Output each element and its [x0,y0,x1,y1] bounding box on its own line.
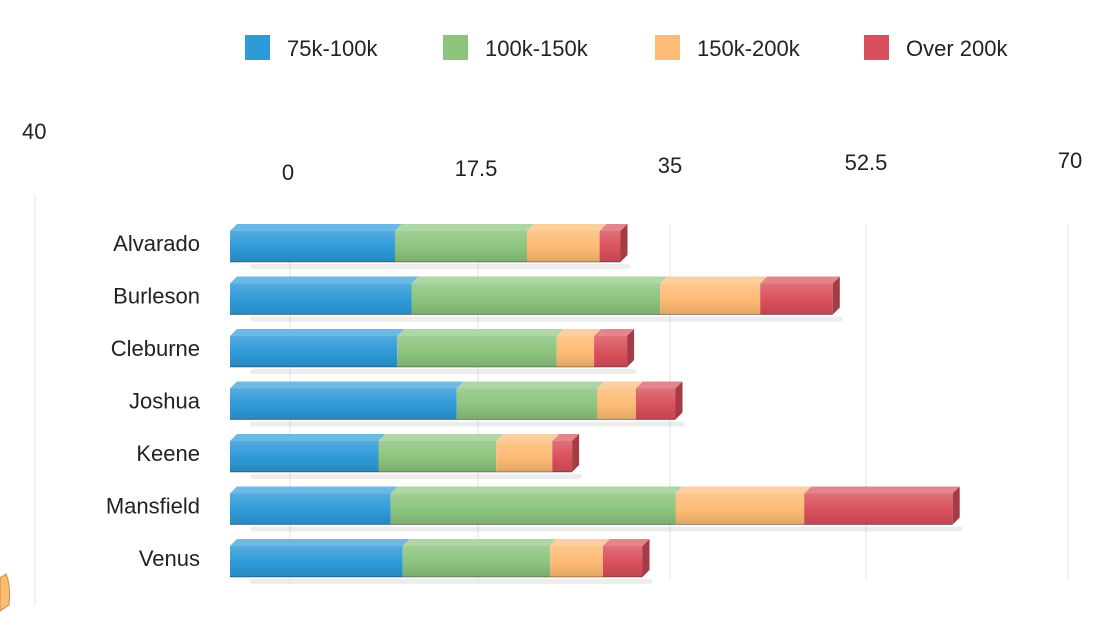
bar-segment: Keene – 100k-150k: 10.7 [378,434,504,472]
legend-swatch [245,35,270,60]
bar-shadow [250,369,638,374]
category-label: Burleson [113,284,200,309]
x-tick-label: 35 [658,153,682,178]
bar-segment: Keene – Over 200k: 1.8 [552,434,580,472]
bar-segment: Keene – 75k-100k: 13.5 [230,434,386,472]
bar-segment: Burleson – Over 200k: 6.6 [760,276,840,315]
x-tick-label: 70 [1058,148,1082,173]
category-label: Joshua [129,389,201,414]
bar-segment: Burleson – 75k-100k: 16.5 [230,276,419,315]
legend-item: 100k-150k [443,35,589,61]
legend-label: 100k-150k [485,36,589,61]
category-label: Cleburne [111,336,200,361]
bar-shadow [250,264,631,269]
bar-segment: Mansfield – 100k-150k: 25.9 [390,486,683,525]
bar-segment: Mansfield – 75k-100k: 14.6 [230,486,398,525]
bar-segment: Keene – 150k-200k: 5.1 [496,434,560,472]
bar-shadow [250,316,843,322]
bar-segment: Mansfield – Over 200k: 13.5 [804,486,960,525]
bar-segment: Alvarado – 75k-100k: 15 [230,224,402,262]
bar-shadows [250,264,963,584]
bar-segment: Alvarado – 100k-150k: 12 [395,224,534,262]
bar-shadow [250,474,583,479]
bar-segment: Joshua – 75k-100k: 20.6 [230,381,464,420]
bar-segment: Joshua – 150k-200k: 3.5 [597,381,643,420]
legend-swatch [864,35,889,60]
legend-item: 150k-200k [655,35,801,61]
legend-label: 150k-200k [697,36,801,61]
bar-segment: Venus – 75k-100k: 15.7 [230,539,410,577]
bar-segment: Alvarado – 150k-200k: 6.6 [527,224,607,262]
legend-item: 75k-100k [245,35,379,61]
bars: Alvarado – 75k-100k: 15Alvarado – 100k-1… [230,224,960,578]
category-label: Keene [136,441,200,466]
bar-shadow [250,579,653,584]
legend-swatch [655,35,680,60]
bar-segment: Venus – 100k-150k: 13.4 [402,539,558,577]
bar-segment: Burleson – 100k-150k: 22.6 [411,276,668,315]
bar-segment: Venus – 150k-200k: 4.8 [550,539,610,577]
stray-axis-label: 40 [22,119,46,144]
category-label: Mansfield [106,494,200,519]
partial-side-shape [0,573,11,612]
legend-swatch [443,35,468,60]
legend-label: Over 200k [906,36,1008,61]
bar-segment: Cleburne – 75k-100k: 15.2 [230,329,405,367]
bar-shadow [250,526,963,532]
bar-segment: Burleson – 150k-200k: 9.1 [660,276,768,315]
x-tick-label: 52.5 [845,150,888,175]
category-labels: Alvarado Burleson Cleburne Joshua Keene Mansf… [106,231,201,571]
bar-segment: Alvarado – Over 200k: 1.9 [599,224,628,262]
x-tick-label: 0 [282,160,294,185]
legend-item: Over 200k [864,35,1008,61]
bar-segment: Joshua – Over 200k: 3.6 [635,381,683,420]
x-axis-ticks: 0 17.5 35 52.5 70 [282,148,1082,185]
category-label: Venus [139,546,200,571]
x-tick-label: 17.5 [455,156,498,181]
category-label: Alvarado [113,231,200,256]
bar-segment: Mansfield – 150k-200k: 11.7 [675,486,812,525]
legend-label: 75k-100k [287,36,379,61]
bar-segment: Cleburne – 150k-200k: 3.4 [556,329,602,367]
bar-segment: Cleburne – 100k-150k: 14.5 [397,329,564,367]
bar-segment: Joshua – 100k-150k: 12.8 [456,381,605,420]
bar-segment: Venus – Over 200k: 3.6 [602,539,650,577]
legend: 75k-100k 100k-150k 150k-200k Over 200k [245,35,1008,61]
bar-segment: Cleburne – Over 200k: 3 [594,329,635,367]
bar-shadow [250,421,686,427]
